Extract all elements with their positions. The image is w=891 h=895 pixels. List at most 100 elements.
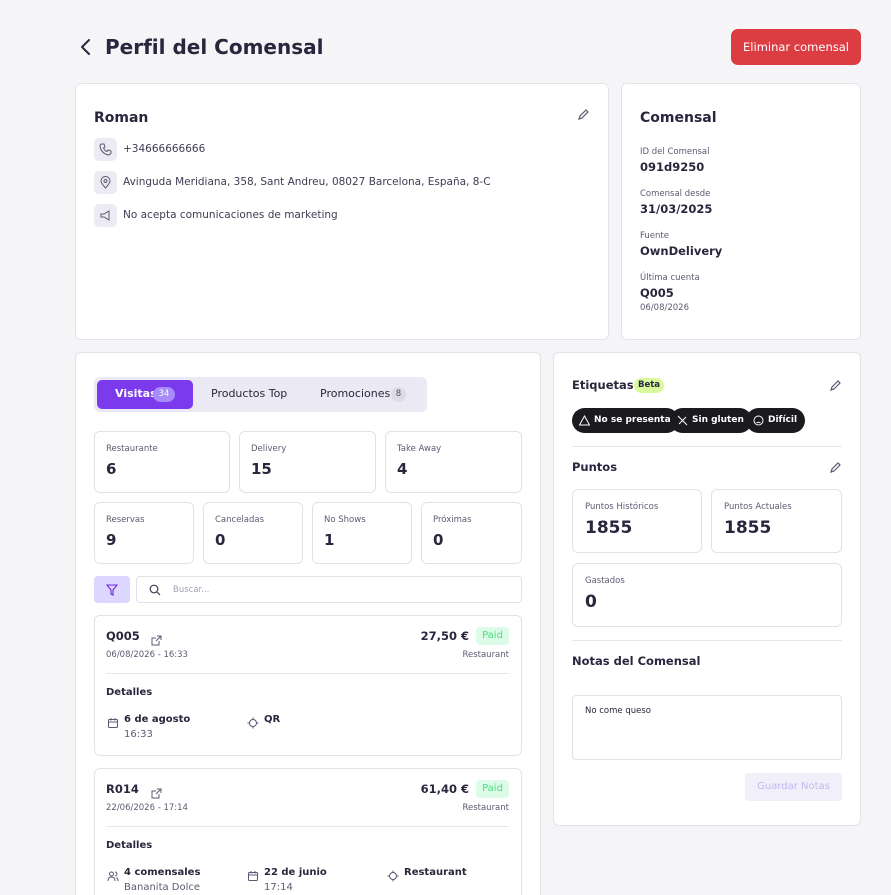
stat-label: Take Away bbox=[397, 444, 442, 454]
details-title: Detalles bbox=[106, 840, 153, 851]
tab-active[interactable] bbox=[97, 380, 193, 409]
open-link-icon[interactable] bbox=[151, 631, 162, 646]
visit-datetime: 06/08/2026 - 16:33 bbox=[106, 650, 188, 660]
points-value: 0 bbox=[585, 592, 597, 612]
save-notes-button[interactable]: Guardar Notas bbox=[745, 773, 842, 801]
stat-label: Canceladas bbox=[215, 515, 265, 525]
comensal-title: Comensal bbox=[640, 110, 717, 126]
tab-label[interactable]: Promociones bbox=[320, 387, 391, 400]
detail-text: 6 de agosto bbox=[124, 714, 191, 725]
page-title: Perfil del Comensal bbox=[105, 35, 324, 59]
divider bbox=[106, 826, 509, 827]
visit-card bbox=[94, 615, 522, 756]
stat-value: 9 bbox=[106, 531, 117, 549]
profile-card bbox=[75, 83, 609, 340]
field-date: 06/08/2026 bbox=[640, 303, 689, 313]
visit-code: R014 bbox=[106, 782, 139, 796]
stat-label: No Shows bbox=[324, 515, 366, 525]
field-value: OwnDelivery bbox=[640, 244, 723, 258]
edit-icon[interactable] bbox=[829, 461, 842, 474]
stat-value: 0 bbox=[215, 531, 226, 549]
visit-status: Paid bbox=[476, 627, 509, 645]
visit-status: Paid bbox=[476, 780, 509, 798]
field-label: Comensal desde bbox=[640, 189, 711, 199]
beta-badge: Beta bbox=[634, 378, 664, 393]
points-value: 1855 bbox=[585, 518, 633, 538]
address-icon bbox=[94, 171, 117, 194]
phone: +34666666666 bbox=[123, 143, 206, 155]
customer-name: Roman bbox=[94, 110, 149, 126]
stat-value: 1 bbox=[324, 531, 335, 549]
tag-label: No se presenta bbox=[594, 415, 671, 425]
detail-text: QR bbox=[264, 714, 281, 725]
field-label: Última cuenta bbox=[640, 273, 700, 283]
stat-box bbox=[94, 431, 230, 493]
back-button[interactable] bbox=[78, 37, 94, 57]
tag-label: Difícil bbox=[768, 415, 798, 425]
marketing-consent: No acepta comunicaciones de marketing bbox=[123, 209, 338, 221]
detail-text: Restaurant bbox=[404, 867, 467, 878]
delete-button[interactable]: Eliminar comensal bbox=[731, 29, 861, 65]
detail-text: 22 de junio bbox=[264, 867, 327, 878]
divider bbox=[106, 673, 509, 674]
stat-box bbox=[312, 502, 412, 564]
tab-label[interactable]: Visitas bbox=[115, 387, 157, 400]
tab-count: 34 bbox=[153, 387, 175, 402]
stat-label: Restaurante bbox=[106, 444, 158, 454]
address: Avinguda Meridiana, 358, Sant Andreu, 08… bbox=[123, 176, 491, 188]
points-label: Puntos Actuales bbox=[724, 502, 792, 512]
tab-count: 8 bbox=[391, 387, 406, 402]
stat-box bbox=[239, 431, 376, 493]
marketing-icon bbox=[94, 204, 117, 227]
search-input[interactable] bbox=[136, 576, 522, 603]
visit-channel: Restaurant bbox=[462, 650, 509, 660]
notes-text: No come queso bbox=[585, 706, 651, 716]
tag-label: Sin gluten bbox=[692, 415, 744, 425]
tags-title: Etiquetas bbox=[572, 378, 634, 392]
edit-icon[interactable] bbox=[577, 108, 590, 121]
stat-box bbox=[421, 502, 522, 564]
visit-amount: 61,40 € bbox=[420, 782, 469, 796]
search-placeholder: Buscar... bbox=[173, 585, 210, 595]
points-value: 1855 bbox=[724, 518, 772, 538]
filter-button[interactable] bbox=[94, 576, 130, 603]
tag: Difícil bbox=[746, 408, 806, 433]
comensal-card bbox=[621, 83, 861, 340]
notes-title: Notas del Comensal bbox=[572, 654, 701, 668]
visit-amount: 27,50 € bbox=[420, 629, 469, 643]
stat-value: 0 bbox=[433, 531, 444, 549]
stat-value: 15 bbox=[251, 460, 272, 478]
field-value: 31/03/2025 bbox=[640, 202, 713, 216]
detail-icon bbox=[247, 714, 259, 729]
divider bbox=[572, 640, 842, 641]
divider bbox=[572, 446, 842, 447]
visit-code: Q005 bbox=[106, 629, 140, 643]
field-label: ID del Comensal bbox=[640, 147, 710, 157]
detail-icon bbox=[247, 867, 259, 881]
points-label: Puntos Históricos bbox=[585, 502, 659, 512]
detail-icon bbox=[107, 714, 119, 728]
stat-box bbox=[385, 431, 522, 493]
detail-icon bbox=[107, 867, 119, 882]
stat-value: 4 bbox=[397, 460, 408, 478]
stat-box bbox=[94, 502, 194, 564]
notes-textarea[interactable] bbox=[572, 695, 842, 760]
points-box bbox=[711, 489, 842, 553]
open-link-icon[interactable] bbox=[151, 784, 162, 799]
visit-datetime: 22/06/2026 - 17:14 bbox=[106, 803, 188, 813]
stat-value: 6 bbox=[106, 460, 117, 478]
visit-channel: Restaurant bbox=[462, 803, 509, 813]
detail-sub: 16:33 bbox=[124, 729, 153, 740]
visit-card bbox=[94, 768, 522, 895]
tag: Sin gluten bbox=[670, 408, 752, 433]
tab-label[interactable]: Productos Top bbox=[211, 387, 288, 400]
points-title: Puntos bbox=[572, 460, 618, 474]
edit-icon[interactable] bbox=[829, 379, 842, 392]
points-label: Gastados bbox=[585, 576, 625, 586]
stat-label: Reservas bbox=[106, 515, 145, 525]
points-box bbox=[572, 563, 842, 627]
detail-text: 4 comensales bbox=[124, 867, 201, 878]
